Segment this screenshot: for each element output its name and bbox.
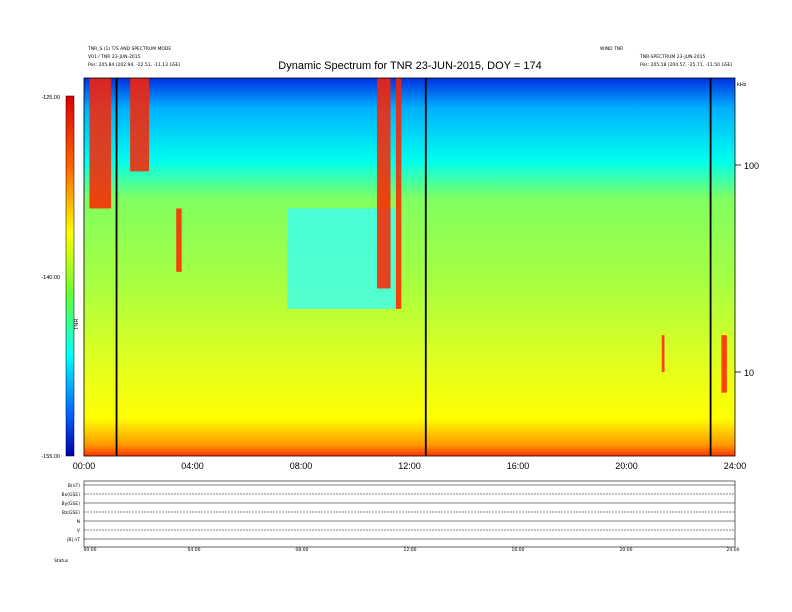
bottom-panel-traces — [84, 484, 735, 540]
intense-burst-1 — [130, 78, 150, 172]
colorbar-scale — [65, 95, 75, 457]
header-left-line-3: Pos: 205.84 (202.94, -22.51, -11.13 GSE) — [88, 62, 181, 68]
panel-time-tick-4: 16:00 — [512, 547, 525, 553]
panel-label-3: By(GSE) — [62, 501, 81, 507]
header-right-line-3: Pos: 205.18 (204.57, -25.71, -11.50 GSE) — [640, 62, 733, 68]
colorbar-tick-mid: -140.00 — [41, 275, 60, 281]
spectrogram — [83, 77, 736, 457]
time-tick-1: 04:00 — [181, 461, 204, 471]
intense-burst-4 — [395, 78, 402, 309]
status-footer: Status — [54, 558, 69, 564]
colorbar-tick-top: -125.00 — [41, 95, 60, 101]
spectrogram-background — [84, 78, 735, 456]
panel-time-tick-5: 20:00 — [620, 547, 633, 553]
frequency-tick-100: 100 — [744, 161, 759, 171]
vertical-markers — [115, 78, 712, 456]
bottom-panels-frame — [83, 480, 736, 548]
frequency-axis-unit: kHz — [737, 82, 747, 88]
time-tick-4: 16:00 — [507, 461, 530, 471]
colorbar-tick-bottom: -155.00 — [41, 454, 60, 460]
time-tick-5: 20:00 — [615, 461, 638, 471]
time-tick-6: 24:00 — [724, 461, 747, 471]
header-right-line-2: TNR-SPECTRUM 23-JUN-2015 — [639, 54, 706, 60]
header-left-line-2: V01 / TNR 23-JUN-2015 — [88, 54, 141, 60]
colorbar: -125.00 -140.00 -155.00 TNR — [41, 95, 80, 460]
panel-label-1: B(nT) — [68, 483, 80, 489]
frequency-tick-10: 10 — [744, 368, 754, 378]
panel-label-2: Bx(GSE) — [62, 492, 81, 498]
intense-burst-2 — [176, 208, 182, 272]
time-tick-0: 00:00 — [73, 461, 96, 471]
panel-time-tick-2: 08:00 — [296, 547, 309, 553]
panel-time-tick-0: 00:00 — [84, 547, 97, 553]
intense-burst-6 — [721, 335, 727, 393]
panel-time-tick-6: 24:00 — [727, 547, 740, 553]
panel-label-6: V — [77, 528, 81, 534]
colorbar-label: TNR — [74, 319, 80, 330]
header-left-line-1: TNR_S (1) T/S AND SPECTRUM MODE — [87, 46, 171, 52]
panel-label-7: |B| nT — [67, 537, 80, 543]
header-left: TNR_S (1) T/S AND SPECTRUM MODE V01 / TN… — [87, 46, 181, 68]
chart-title: Dynamic Spectrum for TNR 23-JUN-2015, DO… — [278, 60, 541, 72]
panel-time-tick-3: 12:00 — [404, 547, 417, 553]
time-tick-3: 12:00 — [398, 461, 421, 471]
intense-burst-3 — [376, 78, 391, 289]
bottom-panels: B(nT) Bx(GSE) By(GSE) Bz(GSE) N V |B| nT… — [54, 480, 740, 564]
frequency-axis: kHz 100 10 — [735, 82, 759, 378]
header-right-line-1: WIND TNR — [600, 46, 623, 52]
intense-burst-0 — [89, 78, 112, 209]
time-axis: 00:00 04:00 08:00 12:00 16:00 20:00 24:0… — [73, 461, 747, 471]
spectrogram-features — [89, 78, 727, 393]
panel-label-4: Bz(GSE) — [62, 510, 80, 516]
header-right: WIND TNR TNR-SPECTRUM 23-JUN-2015 Pos: 2… — [600, 46, 733, 68]
panel-time-tick-1: 04:00 — [188, 547, 201, 553]
plot-frame — [83, 77, 736, 457]
time-tick-2: 08:00 — [290, 461, 313, 471]
panel-label-5: N — [77, 519, 80, 525]
intense-burst-5 — [661, 335, 665, 373]
